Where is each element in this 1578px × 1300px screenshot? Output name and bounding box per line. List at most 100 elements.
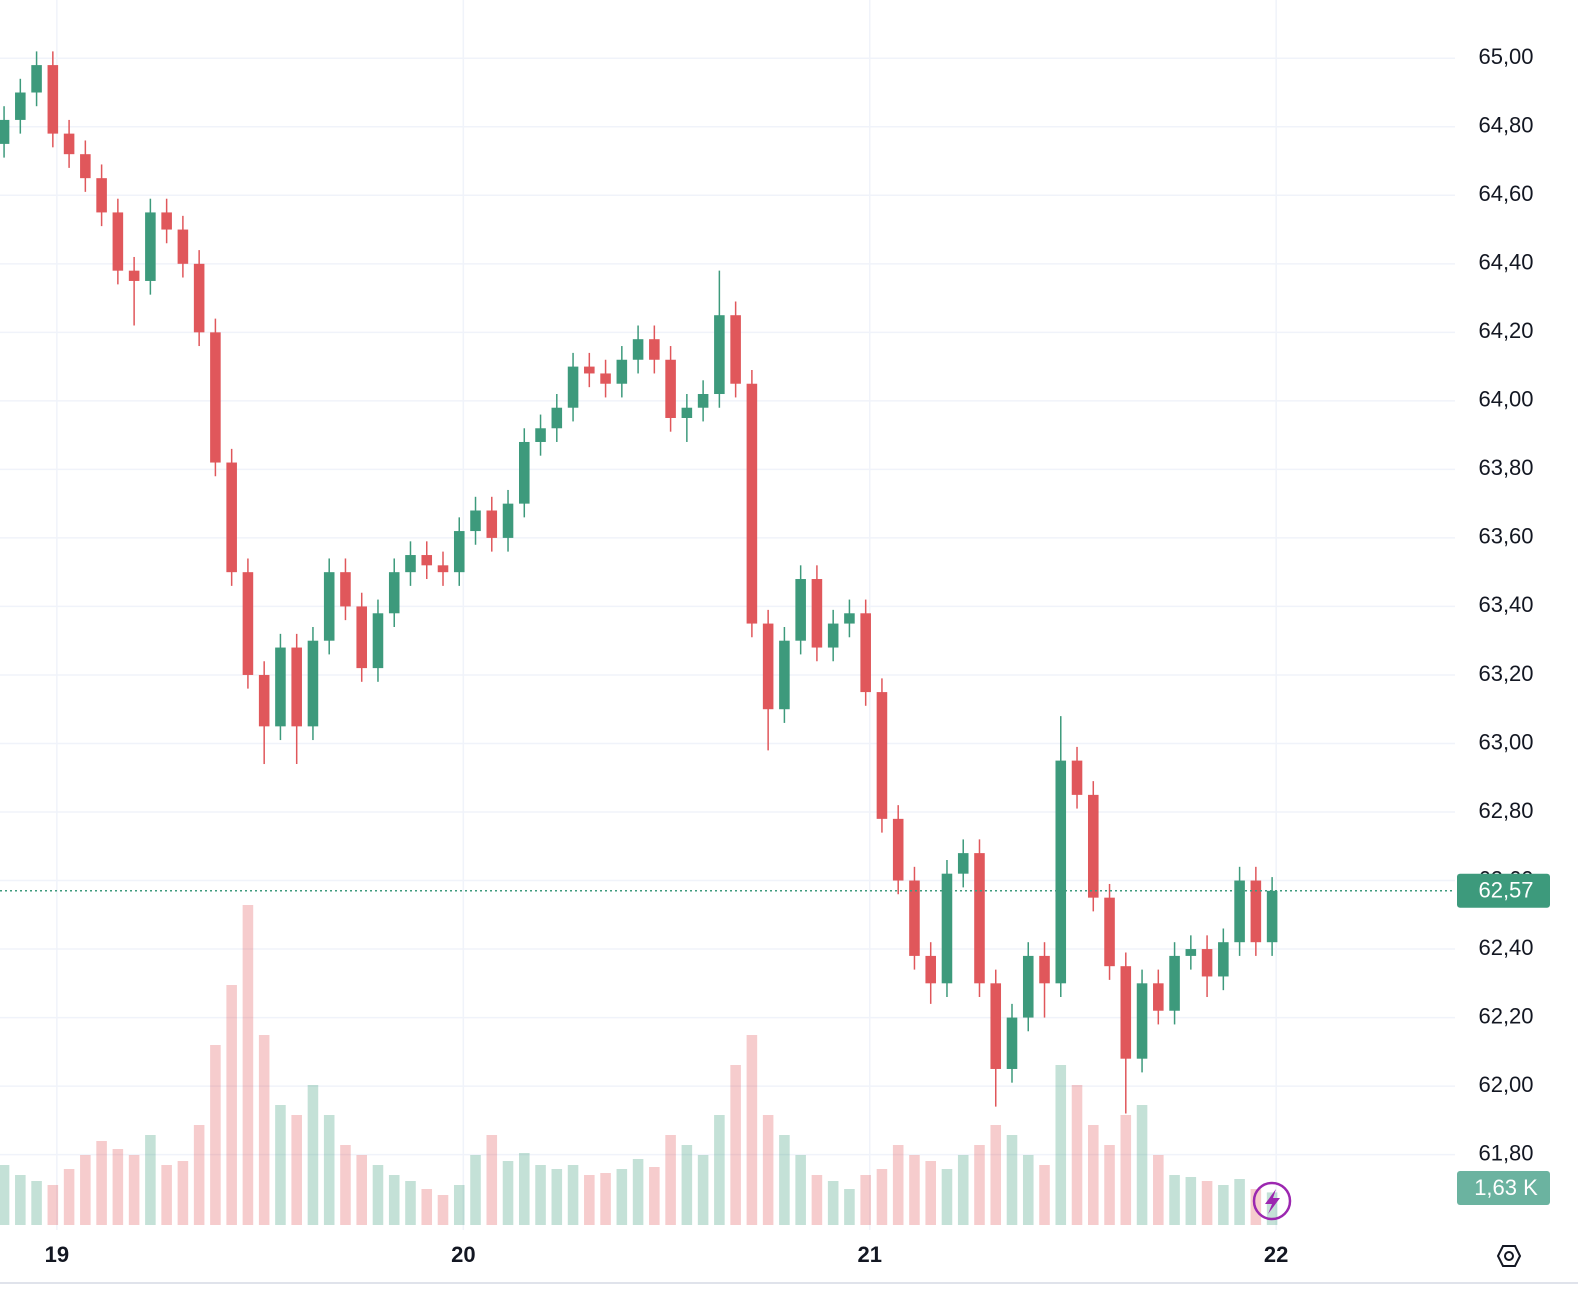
candle-body (844, 613, 855, 624)
y-tick-label: 62,40 (1478, 935, 1533, 960)
alert-icon[interactable] (1252, 1181, 1292, 1221)
volume-bar (827, 1181, 839, 1225)
y-tick-label: 63,20 (1478, 661, 1533, 686)
volume-bar (258, 1035, 270, 1225)
candle-body (990, 983, 1002, 1069)
candle-body (600, 373, 611, 384)
candle-body (1136, 983, 1148, 1059)
volume-bar (762, 1115, 774, 1225)
y-tick-label: 64,80 (1478, 113, 1533, 138)
candle-body (649, 339, 660, 360)
candle-body (1120, 966, 1132, 1059)
volume-bar (1234, 1179, 1245, 1225)
candle-body (876, 692, 888, 819)
candle-body (730, 315, 741, 384)
volume-bar (340, 1145, 351, 1225)
candle-body (1055, 760, 1067, 984)
volume-bar (681, 1145, 693, 1225)
candle-body (226, 462, 237, 573)
volume-bar (941, 1169, 953, 1225)
volume-bar (584, 1175, 595, 1225)
candle-body (31, 65, 42, 93)
candle-body (957, 853, 969, 874)
volume-bar (714, 1115, 725, 1225)
volume-bar (1136, 1105, 1148, 1225)
candle-body (762, 623, 774, 710)
candle-body (453, 531, 465, 573)
candle-body (1087, 794, 1099, 898)
candle-body (291, 647, 302, 727)
candle-body (356, 606, 368, 669)
volume-bar (1087, 1125, 1099, 1225)
candle-body (1039, 955, 1050, 984)
candle-body (1201, 949, 1213, 977)
volume-bar (307, 1085, 319, 1225)
volume-bar (1169, 1175, 1180, 1225)
volume-bar (909, 1155, 920, 1225)
x-tick-label: 19 (45, 1242, 69, 1267)
candle-body (323, 572, 335, 641)
y-tick-label: 63,80 (1478, 455, 1533, 480)
x-tick-label: 21 (858, 1242, 882, 1267)
y-tick-label: 63,40 (1478, 592, 1533, 617)
candle-body (437, 565, 449, 573)
candle-body (210, 332, 221, 463)
candle-body (974, 853, 985, 984)
candle-body (1006, 1017, 1018, 1069)
candle-body (112, 212, 124, 271)
volume-bar (502, 1161, 514, 1225)
volume-bar (63, 1169, 75, 1225)
candle-body (616, 359, 628, 384)
volume-bar (1185, 1177, 1197, 1225)
candle-body (177, 229, 189, 264)
volume-bar (226, 985, 237, 1225)
candle-body (795, 579, 806, 641)
volume-bar (551, 1169, 563, 1225)
candle-body (1104, 897, 1115, 967)
volume-bar (193, 1125, 205, 1225)
candle-body (340, 572, 351, 607)
x-tick-label: 22 (1264, 1242, 1288, 1267)
volume-bar (730, 1065, 741, 1225)
volume-bar (632, 1159, 644, 1225)
candle-body (145, 212, 156, 281)
candle-body (0, 119, 10, 144)
volume-bar (892, 1145, 904, 1225)
candle-body (567, 366, 579, 408)
volume-bar (47, 1185, 59, 1225)
grid (0, 0, 1455, 1230)
candle-body (1153, 983, 1164, 1011)
volume-bar (453, 1185, 465, 1225)
volume-bar (616, 1169, 628, 1225)
volume-bar (210, 1045, 221, 1225)
volume-bar (112, 1149, 124, 1225)
last-volume-label: 1,63 K (1474, 1175, 1538, 1200)
volume-bar (519, 1153, 530, 1225)
candle-body (1234, 880, 1245, 943)
volume-bar (1039, 1165, 1050, 1225)
volume-bar (535, 1165, 546, 1225)
candle-body (161, 212, 172, 230)
y-tick-label: 64,20 (1478, 318, 1533, 343)
candle-body (421, 555, 433, 566)
y-tick-label: 62,00 (1478, 1072, 1533, 1097)
volume-bar (925, 1161, 936, 1225)
axes-layer: 61,8062,0062,2062,4062,6062,8063,0063,20… (0, 44, 1550, 1267)
volume-bar (372, 1165, 384, 1225)
candle-body (551, 407, 563, 429)
candle-body (1218, 942, 1229, 977)
candle-body (388, 572, 400, 614)
candle-body (275, 647, 286, 727)
settings-icon[interactable] (1496, 1245, 1522, 1267)
volume-bar (974, 1145, 985, 1225)
volume-bar (957, 1155, 969, 1225)
volume-bar (0, 1165, 10, 1225)
candle-layer (0, 51, 1278, 1114)
volume-bar (811, 1175, 823, 1225)
candle-body (47, 65, 59, 134)
volume-bar (665, 1135, 676, 1225)
candle-body (519, 441, 530, 504)
volume-bar (242, 905, 254, 1225)
volume-bar (1006, 1135, 1018, 1225)
volume-bar (470, 1155, 481, 1225)
